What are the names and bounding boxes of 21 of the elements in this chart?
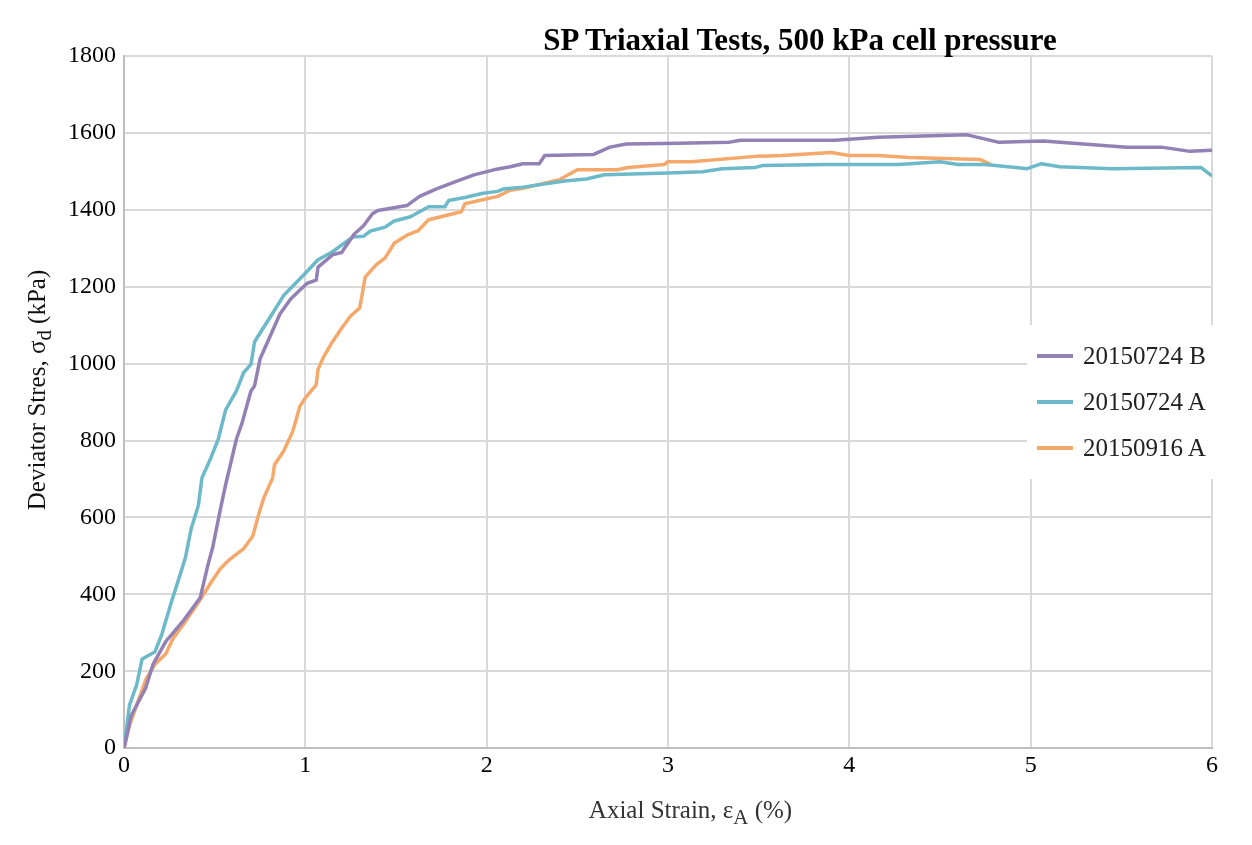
x-tick-label: 2 [480, 750, 493, 777]
x-tick-label: 3 [662, 750, 674, 777]
y-tick-label: 800 [80, 425, 116, 452]
y-tick-label: 600 [80, 502, 116, 529]
legend-label: 20150724 A [1083, 388, 1206, 417]
y-tick-label: 1600 [68, 118, 116, 145]
y-tick-label: 1400 [68, 195, 116, 222]
legend-label: 20150724 B [1083, 342, 1206, 371]
chart-title: SP Triaxial Tests, 500 kPa cell pressure [542, 22, 1058, 58]
y-tick-label: 0 [104, 733, 116, 760]
y-tick-label: 400 [80, 579, 116, 606]
y-tick-label: 1200 [68, 272, 116, 299]
x-tick-label: 5 [1024, 750, 1037, 777]
x-tick-label: 4 [843, 750, 856, 777]
y-tick-label: 1800 [68, 41, 116, 68]
x-axis-title: Axial Strain, ε$_{A}$ (%) [587, 796, 794, 830]
x-tick-label: 1 [299, 750, 312, 777]
y-tick-label: 1000 [68, 348, 116, 375]
legend-label: 20150916 A [1083, 434, 1206, 463]
x-tick-label: 6 [1206, 750, 1218, 777]
y-tick-label: 200 [80, 656, 116, 683]
